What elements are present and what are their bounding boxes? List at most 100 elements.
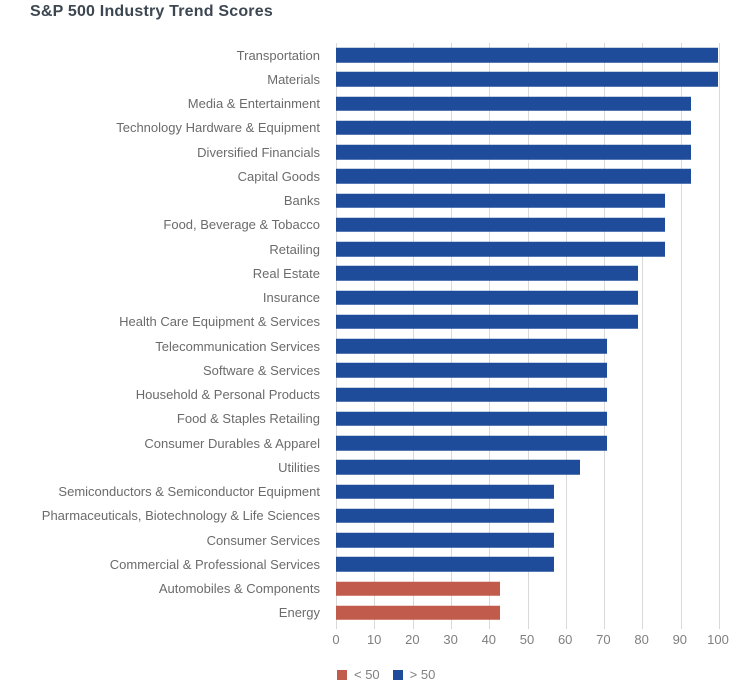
bar bbox=[336, 460, 581, 475]
bar-row: Automobiles & Components bbox=[0, 577, 750, 601]
bar bbox=[336, 605, 501, 621]
category-label: Automobiles & Components bbox=[158, 581, 320, 597]
category-label: Consumer Services bbox=[206, 532, 320, 548]
bar-track bbox=[336, 164, 718, 188]
bar-row: Media & Entertainment bbox=[0, 92, 750, 116]
bar-track bbox=[336, 140, 718, 164]
bar-row: Consumer Services bbox=[0, 528, 750, 552]
bar bbox=[336, 581, 501, 596]
x-tick-label: 90 bbox=[672, 632, 688, 647]
category-label: Retailing bbox=[269, 241, 320, 257]
legend-label: > 50 bbox=[409, 667, 436, 682]
bar-track bbox=[336, 358, 718, 382]
x-tick-label: 0 bbox=[332, 632, 340, 647]
bar-track bbox=[336, 431, 718, 455]
category-label: Insurance bbox=[262, 290, 320, 306]
legend-label: < 50 bbox=[354, 667, 380, 682]
bar-row: Banks bbox=[0, 189, 750, 213]
bar bbox=[336, 144, 692, 160]
bar-row: Household & Personal Products bbox=[0, 383, 750, 407]
bar bbox=[336, 484, 554, 499]
legend-swatch bbox=[337, 669, 347, 680]
x-tick-label: 40 bbox=[481, 632, 497, 647]
category-label: Capital Goods bbox=[237, 168, 320, 184]
category-label: Media & Entertainment bbox=[187, 96, 320, 112]
bar-row: Energy bbox=[0, 601, 750, 625]
x-tick-label: 30 bbox=[443, 632, 458, 647]
bar bbox=[336, 266, 638, 281]
bar bbox=[336, 217, 665, 233]
bar-track bbox=[336, 552, 718, 576]
bar-track bbox=[336, 383, 718, 407]
bar bbox=[336, 193, 665, 208]
category-label: Food, Beverage & Tobacco bbox=[163, 217, 320, 233]
x-tick-label: 70 bbox=[596, 632, 611, 647]
bar-row: Food, Beverage & Tobacco bbox=[0, 213, 750, 237]
bar-row: Real Estate bbox=[0, 261, 750, 285]
bar-track bbox=[336, 528, 718, 552]
bar-track bbox=[336, 261, 718, 285]
category-label: Utilities bbox=[278, 459, 320, 475]
x-tick-label: 50 bbox=[519, 632, 535, 647]
bar-chart-plot-area: Transportation Materials Media & Entertain… bbox=[0, 43, 750, 625]
bar bbox=[336, 96, 692, 111]
x-tick-label: 100 bbox=[707, 632, 729, 647]
bar-row: Health Care Equipment & Services bbox=[0, 310, 750, 334]
category-label: Health Care Equipment & Services bbox=[119, 314, 320, 330]
gridline bbox=[489, 43, 491, 629]
bar bbox=[336, 557, 554, 572]
category-label: Household & Personal Products bbox=[135, 387, 320, 403]
category-label: Real Estate bbox=[252, 265, 320, 281]
bar-row: Commercial & Professional Services bbox=[0, 552, 750, 576]
bar bbox=[336, 241, 665, 257]
bar bbox=[336, 338, 608, 354]
bar bbox=[336, 387, 608, 402]
legend-item: < 50 bbox=[337, 667, 380, 682]
category-label: Semiconductors & Semiconductor Equipment bbox=[58, 484, 320, 500]
bar-track bbox=[336, 601, 718, 625]
category-label: Diversified Financials bbox=[197, 144, 320, 160]
category-label: Materials bbox=[267, 71, 320, 87]
bar-track bbox=[336, 237, 718, 261]
bar-row: Software & Services bbox=[0, 358, 750, 382]
gridline bbox=[642, 43, 644, 629]
x-tick-label: 20 bbox=[405, 632, 420, 647]
x-tick-label: 60 bbox=[557, 632, 573, 647]
bar-track bbox=[336, 334, 718, 358]
category-label: Pharmaceuticals, Biotechnology & Life Sc… bbox=[41, 508, 320, 524]
gridline bbox=[450, 43, 452, 629]
bar-row: Semiconductors & Semiconductor Equipment bbox=[0, 480, 750, 504]
bar-row: Utilities bbox=[0, 455, 750, 479]
category-label: Food & Staples Retailing bbox=[176, 411, 320, 427]
bar bbox=[336, 435, 608, 451]
bar-track bbox=[336, 189, 718, 213]
bar-track bbox=[336, 504, 718, 528]
gridline bbox=[527, 43, 529, 629]
bar-row: Transportation bbox=[0, 43, 750, 67]
bar-track bbox=[336, 286, 718, 310]
x-tick-label: 80 bbox=[634, 632, 649, 647]
bar-row: Technology Hardware & Equipment bbox=[0, 116, 750, 140]
bar-row: Diversified Financials bbox=[0, 140, 750, 164]
chart-title: S&P 500 Industry Trend Scores bbox=[30, 3, 273, 20]
bar-track bbox=[336, 310, 718, 334]
bar-track bbox=[336, 92, 718, 116]
x-tick-label: 10 bbox=[366, 632, 382, 647]
category-label: Telecommunication Services bbox=[155, 338, 320, 354]
bar bbox=[336, 363, 608, 378]
category-label: Commercial & Professional Services bbox=[109, 556, 320, 572]
bar-row: Consumer Durables & Apparel bbox=[0, 431, 750, 455]
bar-track bbox=[336, 213, 718, 237]
bar-track bbox=[336, 577, 718, 601]
gridline bbox=[604, 43, 606, 629]
category-label: Energy bbox=[278, 605, 320, 621]
category-label: Banks bbox=[283, 193, 320, 209]
category-label: Software & Services bbox=[202, 362, 320, 378]
bar bbox=[336, 314, 638, 330]
bar bbox=[336, 120, 692, 136]
gridline bbox=[412, 43, 414, 629]
bar bbox=[336, 532, 554, 548]
bar-track bbox=[336, 455, 718, 479]
category-label: Transportation bbox=[236, 47, 320, 63]
